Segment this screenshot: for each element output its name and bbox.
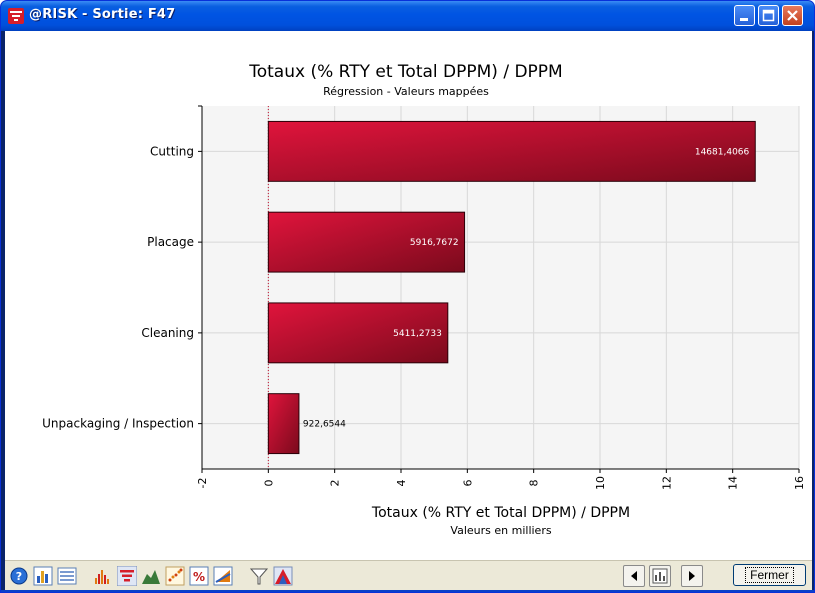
chart-subtitle: Régression - Valeurs mappées [323,85,489,98]
tornado-chart: Totaux (% RTY et Total DPPM) / DPPM Régr… [42,62,806,537]
bars: 14681,4066 5916,7672 5411,2733 922,6544 [267,120,756,455]
bottom-toolbar: ? % Fermer [5,560,812,591]
overlay-icon[interactable] [273,566,293,586]
chart-area: Totaux (% RTY et Total DPPM) / DPPM Régr… [5,31,812,560]
prev-icon [631,571,637,581]
close-icon [787,10,798,21]
chart-title: Totaux (% RTY et Total DPPM) / DPPM [248,62,562,82]
risk-app-icon [8,8,24,24]
y-category-labels: Cutting Placage Cleaning Unpackaging / Insp… [42,105,202,431]
x-tick-label: 6 [461,480,474,487]
x-tick-label: 14 [727,476,740,490]
next-button[interactable] [681,565,703,587]
area-icon[interactable] [141,566,161,586]
x-tick-labels: -2 0 2 4 6 8 10 12 14 16 [196,469,806,490]
scatter-icon[interactable] [165,566,185,586]
category-label: Unpackaging / Inspection [42,417,194,431]
x-tick-label: 10 [594,476,607,490]
x-tick-label: 8 [528,480,541,487]
close-window-button[interactable] [782,5,803,26]
fermer-button[interactable]: Fermer [733,564,806,586]
bar-unpackaging-inspection[interactable] [267,393,300,455]
fermer-label: Fermer [745,567,794,583]
bar-cutting[interactable] [267,120,756,182]
chart-view-button[interactable] [649,565,671,587]
x-tick-label: 0 [262,480,275,487]
title-bar[interactable]: @RISK - Sortie: F47 [1,1,814,31]
help-icon[interactable]: ? [9,566,29,586]
percent-icon[interactable]: % [189,566,209,586]
x-tick-label: 2 [329,480,342,487]
previous-button[interactable] [623,565,645,587]
x-tick-label: -2 [196,478,209,489]
histogram-icon[interactable] [33,566,53,586]
x-tick-label: 12 [660,476,673,490]
data-label: 922,6544 [303,420,346,430]
minimize-button[interactable] [734,5,755,26]
data-label: 14681,4066 [695,147,750,157]
format-icon[interactable] [213,566,233,586]
category-label: Cleaning [141,326,194,340]
svg-text:%: % [193,570,205,584]
minimize-icon [740,18,748,21]
maximize-button[interactable] [758,5,779,26]
svg-text:?: ? [16,570,22,583]
x-axis-label: Totaux (% RTY et Total DPPM) / DPPM [371,505,630,521]
data-label: 5916,7672 [410,238,459,248]
filter-icon[interactable] [249,566,269,586]
bar-placage[interactable] [267,211,466,273]
chart-icon [652,568,668,584]
category-label: Cutting [150,144,194,158]
category-label: Placage [147,235,194,249]
window-title: @RISK - Sortie: F47 [29,7,176,22]
tornado-icon[interactable] [117,566,137,586]
window-bottom-border [1,590,814,592]
x-tick-label: 16 [793,476,806,490]
next-icon [689,571,695,581]
summary-icon[interactable] [57,566,77,586]
maximize-icon [762,9,775,22]
bar-cleaning[interactable] [267,302,449,364]
graph-type-icon[interactable] [93,566,113,586]
data-label: 5411,2733 [393,329,442,339]
x-axis-sublabel: Valeurs en milliers [450,524,551,537]
x-tick-label: 4 [395,480,408,487]
